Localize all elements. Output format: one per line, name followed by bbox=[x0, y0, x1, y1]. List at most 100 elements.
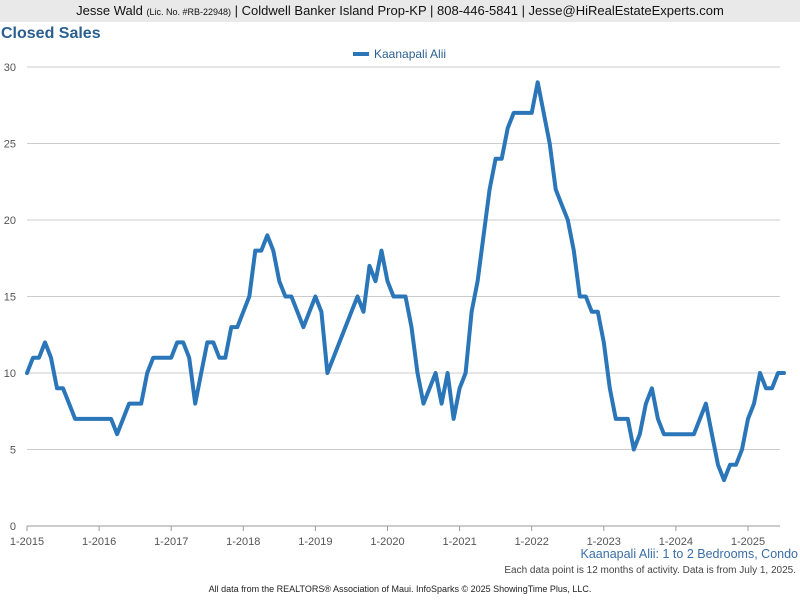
data-point bbox=[650, 387, 653, 390]
data-point bbox=[698, 417, 701, 420]
legend-swatch bbox=[353, 52, 369, 56]
y-tick-label: 5 bbox=[10, 445, 16, 457]
data-point bbox=[458, 387, 461, 390]
data-point bbox=[434, 372, 437, 375]
data-point bbox=[380, 249, 383, 252]
data-point bbox=[392, 295, 395, 298]
data-point bbox=[674, 433, 677, 436]
data-point bbox=[446, 372, 449, 375]
data-point bbox=[566, 219, 569, 222]
data-point bbox=[759, 372, 762, 375]
data-point bbox=[560, 203, 563, 206]
data-point bbox=[122, 417, 125, 420]
data-point bbox=[771, 387, 774, 390]
data-point bbox=[350, 310, 353, 313]
data-point bbox=[356, 295, 359, 298]
data-point bbox=[212, 341, 215, 344]
data-point bbox=[320, 310, 323, 313]
data-point bbox=[596, 310, 599, 313]
x-tick-label: 1-2019 bbox=[298, 536, 332, 545]
data-point bbox=[182, 341, 185, 344]
data-point bbox=[158, 356, 161, 359]
data-point bbox=[440, 402, 443, 405]
data-point bbox=[140, 402, 143, 405]
data-point bbox=[632, 448, 635, 451]
data-point bbox=[470, 310, 473, 313]
data-point bbox=[494, 157, 497, 160]
x-tick-label: 1-2017 bbox=[154, 536, 188, 545]
y-tick-label: 25 bbox=[4, 139, 16, 151]
data-point bbox=[404, 295, 407, 298]
data-point bbox=[110, 417, 113, 420]
y-tick-label: 20 bbox=[4, 215, 16, 227]
source-footer: All data from the REALTORS® Association … bbox=[208, 584, 592, 594]
data-point bbox=[296, 310, 299, 313]
axes: 0 5 10 15 20 25 30 1-2015 1-2016 1-2017 1-2018 1-20… bbox=[4, 62, 780, 545]
data-point bbox=[266, 234, 269, 237]
data-point bbox=[224, 356, 227, 359]
series-line-kaanapali-alii bbox=[25, 80, 786, 483]
agent-details: | Coldwell Banker Island Prop-KP | 808-4… bbox=[234, 3, 724, 18]
data-point bbox=[26, 372, 29, 375]
data-point bbox=[128, 402, 131, 405]
data-point bbox=[206, 341, 209, 344]
x-tick-label: 1-2025 bbox=[731, 536, 765, 545]
data-point bbox=[290, 295, 293, 298]
data-point bbox=[254, 249, 257, 252]
x-tick-label: 1-2024 bbox=[659, 536, 693, 545]
data-point bbox=[368, 264, 371, 267]
agent-name: Jesse Wald bbox=[76, 3, 143, 18]
agent-license: (Lic. No. #RB-22948) bbox=[146, 7, 232, 17]
data-point bbox=[578, 295, 581, 298]
data-point bbox=[428, 387, 431, 390]
data-point bbox=[710, 433, 713, 436]
data-point bbox=[230, 326, 233, 329]
data-note: Each data point is 12 months of activity… bbox=[504, 565, 796, 576]
data-point bbox=[614, 417, 617, 420]
data-point bbox=[44, 341, 47, 344]
data-point bbox=[476, 280, 479, 283]
data-point bbox=[86, 417, 89, 420]
data-point bbox=[410, 326, 413, 329]
data-point bbox=[386, 280, 389, 283]
data-point bbox=[314, 295, 317, 298]
data-point bbox=[668, 433, 671, 436]
data-point bbox=[74, 417, 77, 420]
data-point bbox=[344, 326, 347, 329]
data-point bbox=[488, 188, 491, 191]
data-point bbox=[164, 356, 167, 359]
data-point bbox=[170, 356, 173, 359]
data-point bbox=[554, 188, 557, 191]
data-point bbox=[260, 249, 263, 252]
data-point bbox=[134, 402, 137, 405]
data-point bbox=[590, 310, 593, 313]
data-point bbox=[452, 417, 455, 420]
legend-label: Kaanapali Alii bbox=[374, 47, 446, 61]
data-point bbox=[530, 111, 533, 114]
x-tick-label: 1-2020 bbox=[370, 536, 404, 545]
data-point bbox=[236, 326, 239, 329]
data-point bbox=[362, 310, 365, 313]
data-point bbox=[620, 417, 623, 420]
data-point bbox=[98, 417, 101, 420]
data-point bbox=[728, 463, 731, 466]
data-point bbox=[765, 387, 768, 390]
x-tick-label: 1-2021 bbox=[442, 536, 476, 545]
data-point bbox=[740, 448, 743, 451]
data-point bbox=[542, 111, 545, 114]
data-point bbox=[32, 356, 35, 359]
y-tick-label: 10 bbox=[4, 368, 16, 380]
data-point bbox=[422, 402, 425, 405]
data-point bbox=[506, 127, 509, 130]
data-point bbox=[602, 341, 605, 344]
x-tick-label: 1-2018 bbox=[226, 536, 260, 545]
data-point bbox=[284, 295, 287, 298]
x-tick-label: 1-2022 bbox=[515, 536, 549, 545]
data-point bbox=[524, 111, 527, 114]
data-point bbox=[218, 356, 221, 359]
data-point bbox=[374, 280, 377, 283]
data-point bbox=[548, 142, 551, 145]
chart-title: Closed Sales bbox=[1, 25, 101, 42]
y-tick-label: 15 bbox=[4, 292, 16, 304]
data-point bbox=[38, 356, 41, 359]
